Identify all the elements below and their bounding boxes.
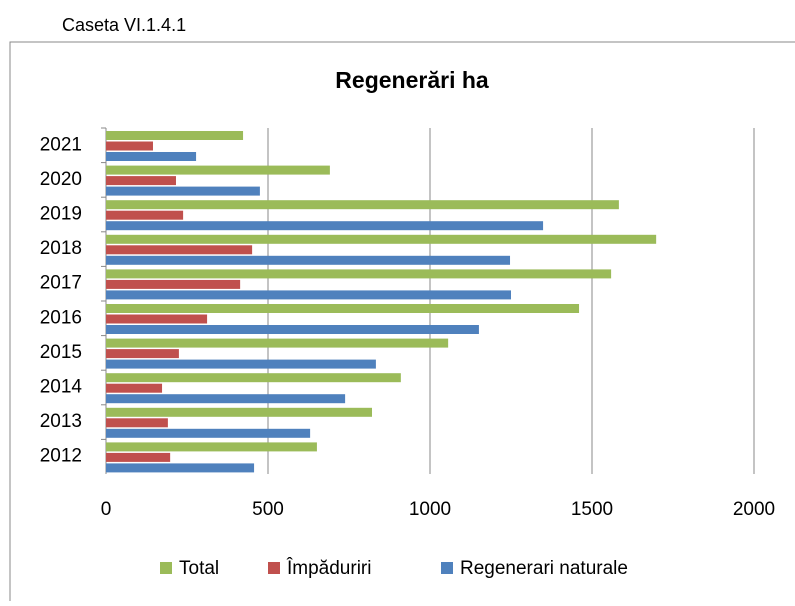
caption: Caseta VI.1.4.1	[62, 15, 186, 35]
bar	[106, 234, 657, 244]
bar	[106, 152, 197, 161]
y-tick-label: 2016	[40, 307, 82, 328]
bar	[106, 255, 511, 265]
bar	[106, 131, 244, 140]
legend-label: Regenerari naturale	[460, 558, 628, 579]
bar	[106, 394, 346, 404]
bar	[106, 359, 376, 369]
bar	[106, 200, 619, 210]
bar	[106, 452, 171, 462]
y-tick-label: 2021	[40, 134, 82, 155]
x-tick-label: 500	[252, 499, 284, 520]
y-tick-label: 2012	[40, 446, 82, 467]
legend-swatch	[441, 562, 453, 574]
legend-swatch	[268, 562, 280, 574]
bar	[106, 428, 311, 438]
bar	[106, 418, 168, 428]
bar	[106, 290, 511, 300]
bar	[106, 210, 184, 220]
x-tick-label: 1500	[571, 499, 613, 520]
y-tick-label: 2019	[40, 204, 82, 225]
bar	[106, 176, 176, 186]
x-tick-label: 0	[101, 499, 112, 520]
y-tick-label: 2020	[40, 169, 82, 190]
bar	[106, 442, 317, 452]
y-tick-label: 2015	[40, 342, 82, 363]
x-tick-label: 1000	[409, 499, 451, 520]
y-tick-label: 2017	[40, 273, 82, 294]
bar	[106, 304, 580, 313]
bar	[106, 349, 179, 359]
x-tick-label: 2000	[733, 499, 775, 520]
chart-title: Regenerări ha	[335, 67, 489, 93]
bar	[106, 221, 544, 231]
y-tick-label: 2014	[40, 377, 83, 398]
y-tick-label: 2018	[40, 238, 82, 259]
bar	[106, 373, 401, 383]
bar	[106, 325, 479, 334]
bar	[106, 463, 255, 473]
legend-swatch	[160, 562, 172, 574]
bar	[106, 165, 330, 175]
bar	[106, 314, 208, 324]
bar	[106, 186, 260, 196]
bar	[106, 279, 241, 289]
legend-label: Total	[179, 558, 219, 579]
bar	[106, 407, 373, 417]
legend-label: Împăduriri	[286, 557, 371, 579]
bar	[106, 141, 153, 151]
bar	[106, 269, 612, 279]
bar	[106, 245, 253, 255]
y-tick-label: 2013	[40, 411, 82, 432]
bar	[106, 383, 163, 393]
bar	[106, 338, 449, 348]
